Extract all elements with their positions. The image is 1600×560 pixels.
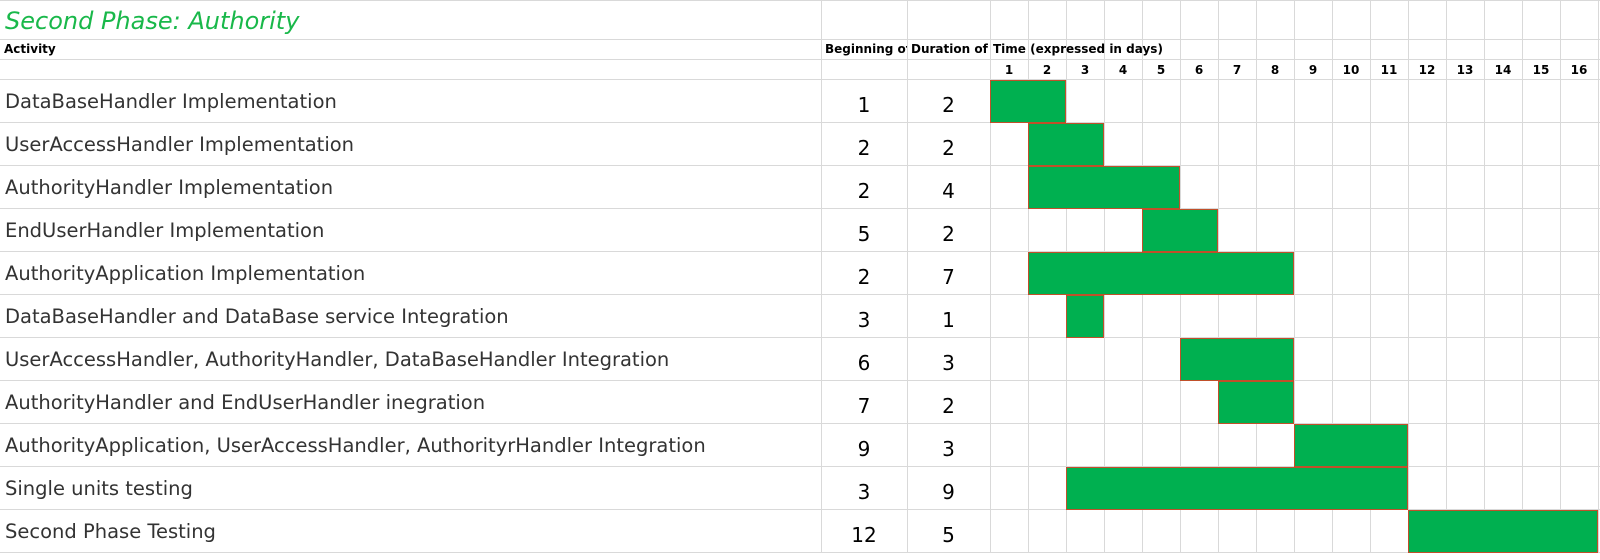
gantt-bar — [1028, 123, 1104, 166]
beginning-day-value: 3 — [857, 308, 871, 332]
duration-value: 1 — [942, 308, 955, 332]
beginning-day-value: 3 — [857, 480, 871, 504]
activity-name: UserAccessHandler, AuthorityHandler, Dat… — [5, 348, 670, 371]
gantt-bar — [1028, 252, 1294, 295]
beginning-day-value: 2 — [857, 265, 871, 289]
beginning-day-value: 2 — [857, 179, 871, 203]
day-tick-label: 6 — [1194, 63, 1204, 77]
duration-value: 9 — [942, 480, 955, 504]
gantt-bar — [1408, 510, 1598, 553]
day-tick-label: 1 — [1004, 63, 1014, 77]
activity-name: Second Phase Testing — [5, 520, 216, 543]
beginning-day-value: 9 — [857, 437, 871, 461]
gantt-bar — [990, 80, 1066, 123]
day-tick-label: 3 — [1080, 63, 1090, 77]
duration-value: 2 — [942, 394, 955, 418]
activity-name: AuthorityHandler Implementation — [5, 176, 334, 199]
beginning-day-value: 5 — [857, 222, 871, 246]
activity-name: AuthorityApplication Implementation — [5, 262, 366, 285]
activity-name: AuthorityApplication, UserAccessHandler,… — [5, 434, 706, 457]
duration-value: 5 — [942, 523, 955, 547]
gantt-bar — [1028, 166, 1180, 209]
duration-value: 2 — [942, 136, 955, 160]
duration-value: 2 — [942, 222, 955, 246]
beginning-day-value: 7 — [857, 394, 871, 418]
day-tick-label: 9 — [1308, 63, 1318, 77]
gantt-bar — [1294, 424, 1408, 467]
gantt-bar — [1180, 338, 1294, 381]
day-tick-label: 4 — [1118, 63, 1128, 77]
gantt-bar — [1218, 381, 1294, 424]
activity-name: UserAccessHandler Implementation — [5, 133, 355, 156]
day-tick-label: 11 — [1380, 63, 1398, 77]
day-tick-label: 14 — [1494, 63, 1512, 77]
time-axis-label: Time (expressed in days) — [993, 42, 1163, 56]
activity-column-header: Activity — [4, 42, 56, 56]
beginning-day-value: 1 — [857, 93, 871, 117]
gantt-bar — [1066, 467, 1408, 510]
duration-column-header: Duration of t — [911, 42, 990, 56]
day-tick-label: 7 — [1232, 63, 1242, 77]
day-tick-label: 8 — [1270, 63, 1280, 77]
day-tick-label: 5 — [1156, 63, 1166, 77]
activity-name: DataBaseHandler Implementation — [5, 90, 337, 113]
duration-value: 7 — [942, 265, 955, 289]
beginning-day-value: 6 — [857, 351, 871, 375]
duration-value: 4 — [942, 179, 955, 203]
duration-value: 2 — [942, 93, 955, 117]
day-tick-label: 15 — [1532, 63, 1550, 77]
gantt-bar — [1066, 295, 1104, 338]
activity-name: Single units testing — [5, 477, 193, 500]
duration-value: 3 — [942, 351, 955, 375]
activity-name: DataBaseHandler and DataBase service Int… — [5, 305, 509, 328]
activity-name: AuthorityHandler and EndUserHandler ineg… — [5, 391, 486, 414]
day-tick-label: 16 — [1570, 63, 1588, 77]
gantt-bar — [1142, 209, 1218, 252]
beginning-day-value: 12 — [851, 523, 877, 547]
activity-name: EndUserHandler Implementation — [5, 219, 325, 242]
page-title: Second Phase: Authority — [5, 7, 300, 35]
day-tick-label: 2 — [1042, 63, 1052, 77]
beginning-day-value: 2 — [857, 136, 871, 160]
beginning-column-header: Beginning of — [825, 42, 907, 56]
day-tick-label: 13 — [1456, 63, 1474, 77]
day-tick-label: 10 — [1342, 63, 1360, 77]
day-tick-label: 12 — [1418, 63, 1436, 77]
duration-value: 3 — [942, 437, 955, 461]
